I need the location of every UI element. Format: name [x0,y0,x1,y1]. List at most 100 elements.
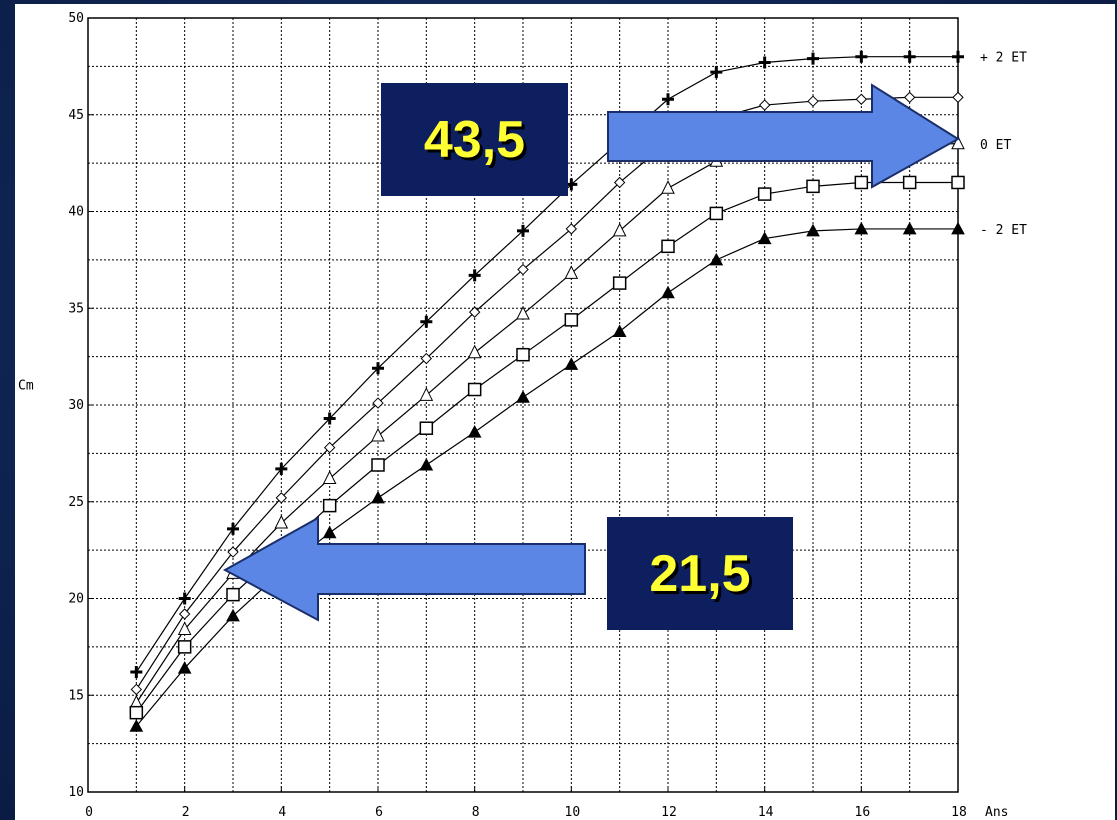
data-point [322,470,337,485]
data-point [420,315,433,328]
series-label: 0 ET [980,138,1011,153]
y-tick-label: 45 [68,108,84,123]
lower-value-callout: 21,5 [607,517,793,630]
data-point [177,661,192,674]
data-point [275,462,288,475]
data-point [227,546,239,558]
data-point [227,522,239,535]
x-tick-label: 10 [565,805,581,820]
y-tick-label: 10 [68,785,84,800]
y-tick-label: 25 [68,495,84,510]
data-point [661,239,675,254]
data-point [419,387,434,401]
data-point [709,252,724,266]
upper-value-label: 43,5 [423,110,526,169]
data-point [952,91,964,104]
data-point [371,490,385,504]
y-tick-label: 35 [68,301,84,316]
series-line-1 [135,96,958,690]
data-point [467,425,482,438]
data-point [178,592,191,605]
data-point [129,719,144,732]
data-point [952,50,964,63]
data-point [467,344,482,359]
data-point [226,587,240,602]
data-point [710,66,723,79]
data-point [758,56,771,69]
data-point [612,222,627,237]
data-point [612,324,627,337]
data-point [516,347,530,362]
x-axis-label: Ans [985,805,1008,820]
data-point [419,457,434,471]
data-point [517,263,529,276]
data-point [902,221,917,235]
data-point [130,666,143,679]
data-point [468,269,481,282]
series-label: + 2 ET [980,51,1027,66]
data-point [371,458,385,472]
data-point [323,412,336,425]
left-arrow [222,516,586,622]
data-point [807,95,819,107]
data-point [951,221,965,235]
data-point [177,640,192,654]
data-point [275,492,288,504]
x-tick-label: 6 [375,805,383,820]
x-tick-label: 16 [855,805,871,820]
data-point [516,305,530,320]
data-point [709,206,724,221]
data-point [613,176,626,189]
data-point [372,362,384,375]
data-point [564,265,579,279]
data-point [226,608,240,622]
data-point [807,52,819,65]
y-tick-label: 50 [68,11,84,26]
data-point [177,621,192,635]
data-point [420,352,433,365]
series-line-0 [135,56,958,673]
data-point [419,421,434,435]
x-tick-label: 18 [951,805,967,820]
data-point [516,390,530,403]
data-point [322,498,337,513]
data-point [274,514,289,529]
data-point [758,99,771,111]
x-tick-label: 2 [182,805,190,820]
data-point [467,382,482,397]
x-tick-label: 4 [278,805,286,820]
data-point [372,397,384,409]
y-tick-label: 40 [68,205,84,220]
data-point [565,223,578,235]
data-point [564,357,579,370]
series-label: - 2 ET [980,223,1027,238]
data-point [757,231,772,245]
x-tick-label: 14 [758,805,774,820]
x-tick-label: 8 [472,805,480,820]
data-point [903,91,916,104]
data-point [661,180,675,194]
data-point [855,50,868,63]
data-point [854,175,869,190]
data-point [564,313,579,327]
upper-value-callout: 43,5 [381,83,568,196]
data-point [322,525,337,539]
data-point [806,179,820,194]
x-tick-label: 12 [661,805,677,820]
x-tick-label: 0 [85,805,93,820]
data-point [951,175,965,190]
data-point [902,175,917,190]
data-point [854,221,869,235]
right-arrow [607,83,960,189]
data-point [323,441,336,454]
data-point [855,93,868,105]
data-point [661,285,675,299]
y-tick-label: 30 [68,398,84,413]
data-point [806,223,820,237]
data-point [178,608,191,620]
data-point [612,276,627,290]
data-point [517,224,529,237]
data-point [951,135,965,150]
data-point [130,683,143,696]
data-point [468,306,481,318]
